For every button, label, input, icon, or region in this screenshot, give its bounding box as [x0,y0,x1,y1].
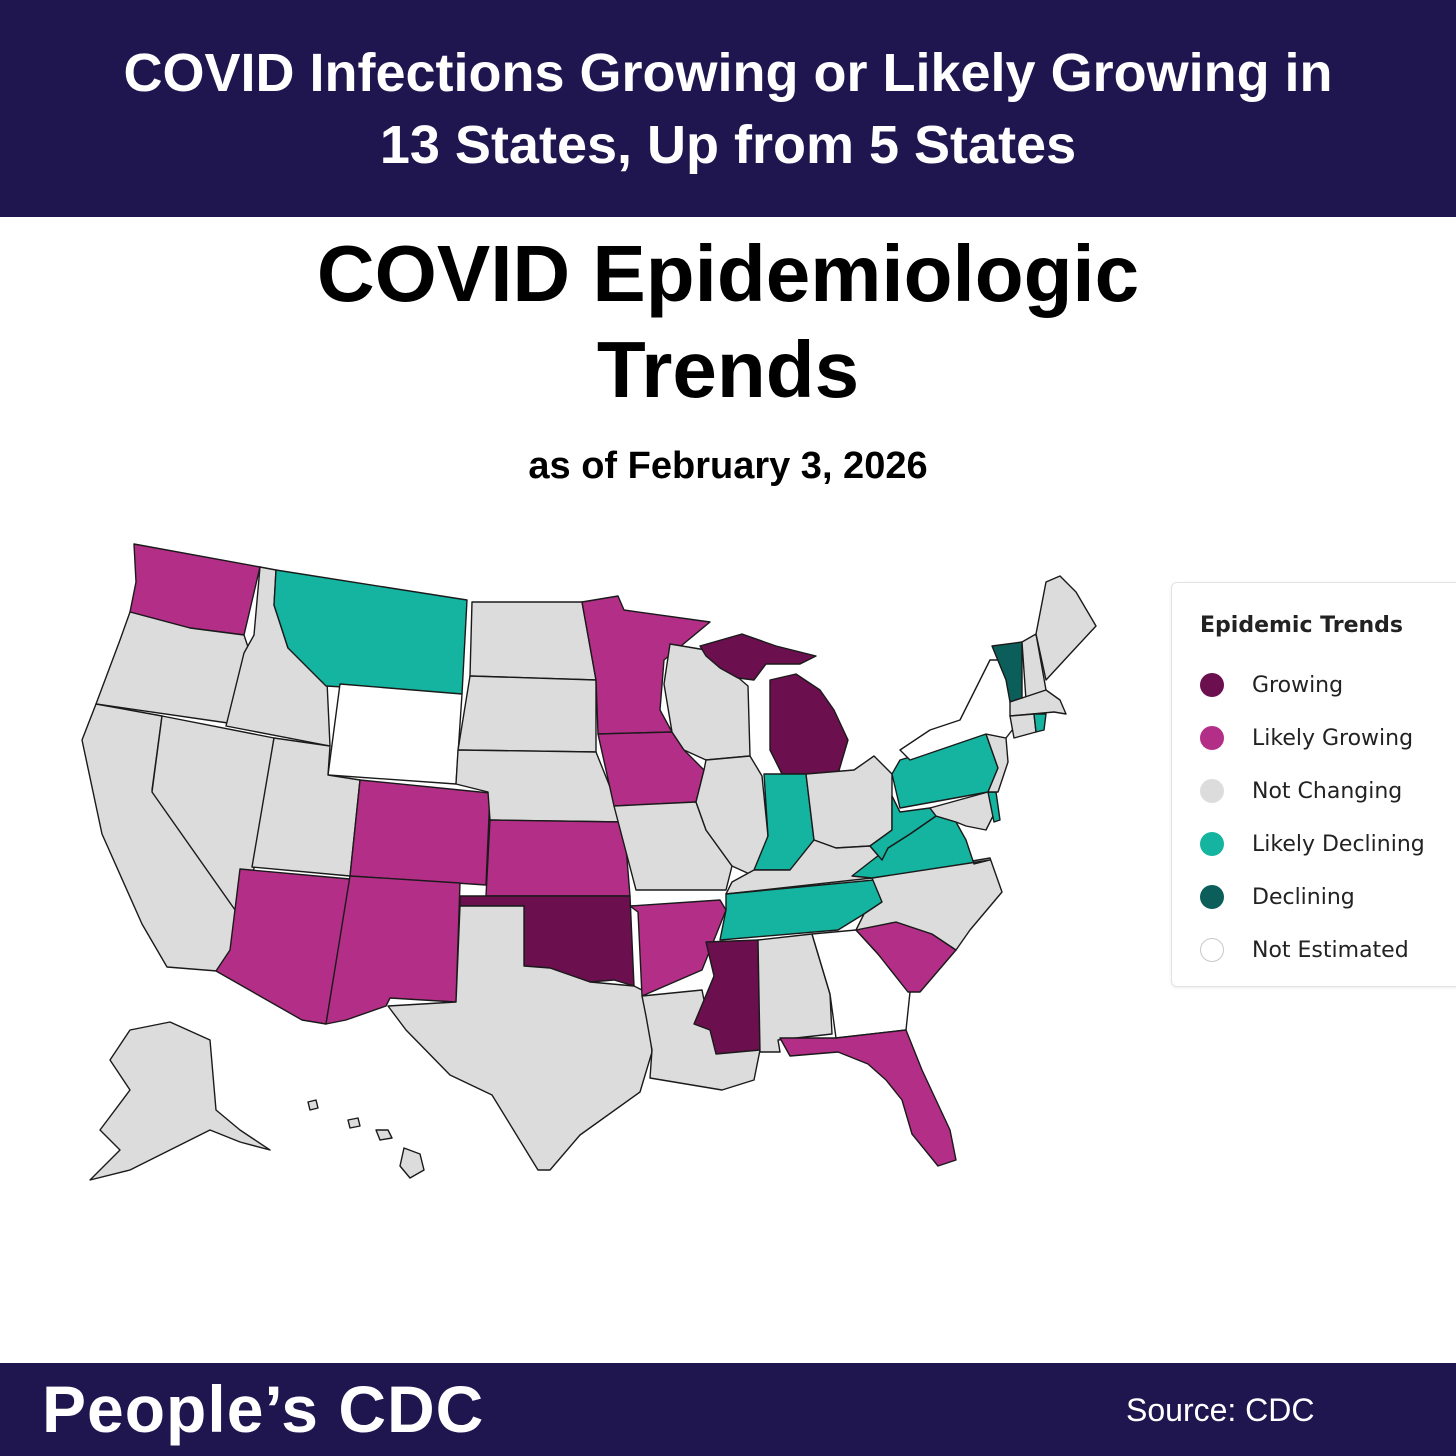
source-credit: Source: CDC [1126,1392,1315,1428]
legend-label-declining: Declining [1252,884,1355,910]
map-title-line-2: Trends [596,325,860,414]
state-MI-upper [699,633,817,681]
legend-label-growing: Growing [1252,672,1344,698]
legend-item-declining: Declining [1200,877,1355,917]
legend-swatch-not-estimated [1200,938,1224,962]
legend-label-not-estimated: Not Estimated [1252,937,1409,963]
footer-banner: People’s CDC Source: CDC [0,1363,1456,1456]
state-MT [273,569,468,695]
state-SD [457,675,597,753]
headline-banner: COVID Infections Growing or Likely Growi… [0,0,1456,217]
map-title: COVID Epidemiologic Trends [0,226,1456,418]
legend-item-not-estimated: Not Estimated [1200,930,1409,970]
headline-line-1: COVID Infections Growing or Likely Growi… [123,42,1333,103]
state-MN [581,595,711,735]
legend-item-likely-declining: Likely Declining [1200,824,1425,864]
legend-panel: Epidemic Trends Growing Likely Growing N… [1171,582,1456,987]
state-CO [349,779,491,886]
state-HI-kauai [307,1099,319,1111]
legend-title: Epidemic Trends [1200,613,1404,638]
map-date-subtitle: as of February 3, 2026 [528,445,928,487]
state-FL [779,1029,957,1167]
legend-swatch-likely-declining [1200,832,1224,856]
legend-label-likely-declining: Likely Declining [1252,831,1425,857]
legend-item-likely-growing: Likely Growing [1200,718,1413,758]
us-states-map [81,543,1097,1181]
legend-swatch-not-changing [1200,779,1224,803]
state-HI-big [399,1147,425,1179]
state-ND [469,601,597,681]
legend-label-not-changing: Not Changing [1252,778,1403,804]
legend-label-likely-growing: Likely Growing [1252,725,1414,751]
state-AR [629,899,727,997]
peoples-cdc-logo: People’s CDC [42,1372,485,1446]
state-WY [327,683,463,785]
state-KS [485,819,631,897]
state-HI-maui [375,1129,393,1141]
legend-swatch-likely-growing [1200,726,1224,750]
headline-line-2: 13 States, Up from 5 States [379,114,1077,175]
map-title-line-1: COVID Epidemiologic [316,229,1140,318]
legend-item-not-changing: Not Changing [1200,771,1402,811]
legend-swatch-growing [1200,673,1224,697]
state-NC [855,857,1003,951]
state-ME [1035,575,1097,681]
state-IL [695,755,769,877]
state-NM [325,875,461,1025]
state-MI-lower [769,673,849,775]
state-CT [1009,713,1037,739]
legend-swatch-declining [1200,885,1224,909]
state-HI-oahu [347,1117,361,1129]
state-RI [1033,713,1047,733]
legend-item-growing: Growing [1200,665,1343,705]
state-TX [387,905,653,1171]
state-AK [89,1021,271,1181]
